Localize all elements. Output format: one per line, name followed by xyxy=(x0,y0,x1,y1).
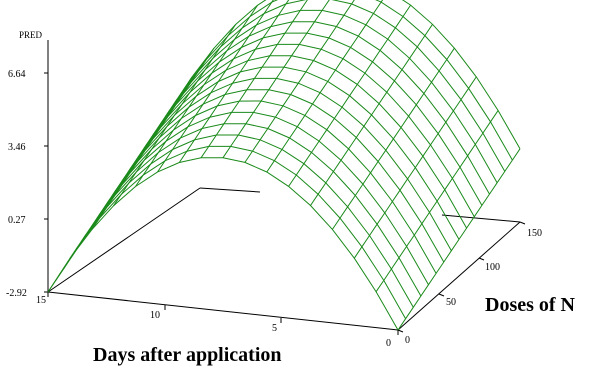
surface-line-day xyxy=(69,76,193,259)
z-tick-label: -2.92 xyxy=(6,288,27,299)
surface-line-day xyxy=(222,0,330,158)
z-axis-name: PRED xyxy=(19,30,43,40)
surface-line-day xyxy=(353,76,477,259)
surface-line-day xyxy=(244,0,355,163)
days-tick-label: 15 xyxy=(36,295,46,306)
doses-tick-mark xyxy=(519,221,526,225)
surface-line-day xyxy=(91,48,215,230)
surface-line-day xyxy=(310,24,433,206)
days-axis-title: Days after application xyxy=(93,344,282,366)
surface-line-dose xyxy=(154,0,506,172)
surface-mesh xyxy=(47,0,521,331)
doses-axis-title: Doses of N xyxy=(485,294,576,316)
doses-tick-label: 50 xyxy=(446,297,456,308)
surface-line-day xyxy=(266,0,384,173)
surface-line-day xyxy=(288,4,412,187)
surface-line-dose xyxy=(169,0,521,150)
days-tick-label: 5 xyxy=(272,323,277,334)
surface-line-dose xyxy=(161,0,513,161)
surface-line-dose xyxy=(47,157,399,331)
doses-tick-mark xyxy=(438,293,445,297)
surface-line-day xyxy=(375,110,499,292)
doses-tick-label: 0 xyxy=(405,335,410,346)
surface-line-day xyxy=(200,0,308,158)
days-tick-label: 0 xyxy=(386,338,391,349)
floor-back-edge xyxy=(441,214,521,223)
doses-axis-line xyxy=(397,221,521,331)
surface-line-day xyxy=(135,5,258,187)
surface-line-day xyxy=(397,148,521,331)
surface-line-day xyxy=(156,0,274,173)
z-tick-label: 6.64 xyxy=(8,69,26,80)
z-tick-label: 3.46 xyxy=(8,142,26,153)
doses-tick-label: 150 xyxy=(527,228,542,239)
doses-tick-mark xyxy=(478,257,485,261)
surface-line-dose xyxy=(55,145,407,319)
days-axis-line xyxy=(47,291,399,331)
floor-back-edge xyxy=(47,187,201,293)
surface-line-day xyxy=(178,0,290,163)
doses-tick-label: 100 xyxy=(485,262,500,273)
surface-line-day xyxy=(113,24,237,206)
floor-back-edge xyxy=(199,187,261,193)
z-tick-label: 0.27 xyxy=(8,215,26,226)
days-tick-label: 10 xyxy=(150,310,160,321)
surface-line-day xyxy=(331,47,455,230)
doses-tick-mark xyxy=(397,329,404,333)
surface-line-day xyxy=(47,110,171,293)
